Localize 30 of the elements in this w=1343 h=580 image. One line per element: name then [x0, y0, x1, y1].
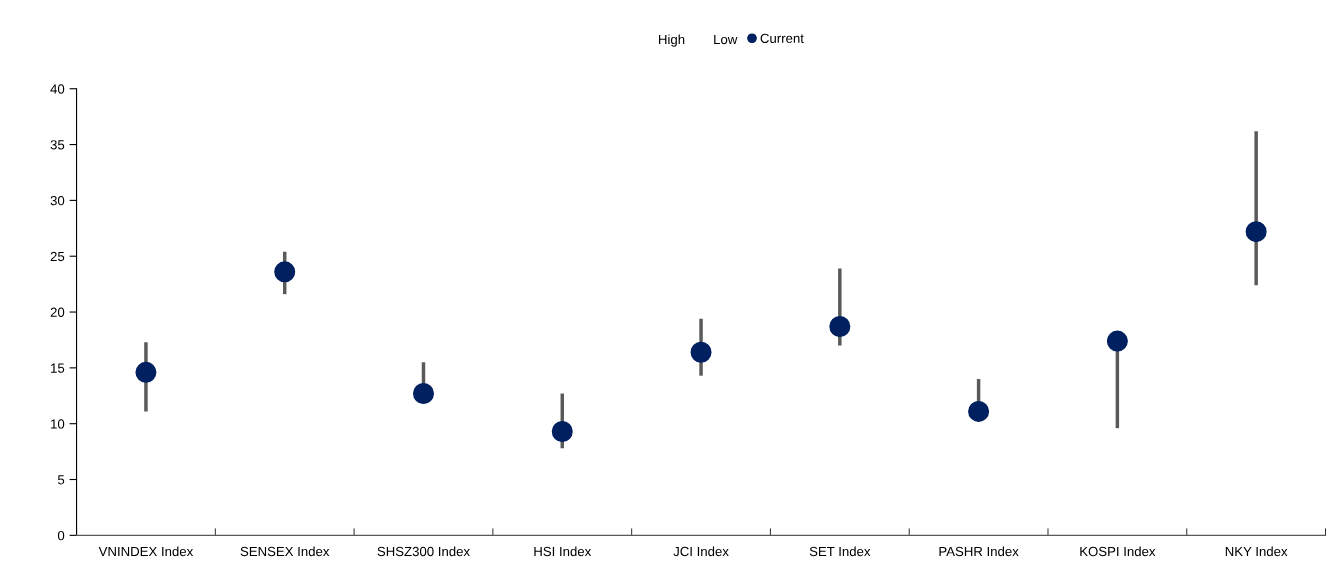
point	[1245, 221, 1267, 243]
x-tick-label: JCI Index	[673, 546, 729, 557]
point	[829, 316, 851, 338]
x-tick-label: HSI Index	[534, 546, 592, 557]
y-tick-label: 20	[50, 307, 65, 317]
point	[135, 361, 157, 383]
x-tick-label: SHSZ300 Index	[377, 546, 470, 557]
y-tick-label: 40	[50, 84, 65, 94]
point	[412, 383, 435, 405]
x-tick-label: PASHR Index	[939, 546, 1019, 557]
y-tick-label: 35	[50, 140, 65, 150]
point	[968, 400, 990, 422]
x-tick-label: NKY Index	[1225, 546, 1288, 557]
y-tick-label: 15	[51, 363, 65, 373]
point	[551, 420, 573, 443]
text: High	[659, 34, 685, 47]
y-tick-label: 30	[50, 195, 65, 206]
x-tick-label: SENSEX Index	[240, 546, 330, 557]
x-tick-label: VNINDEX Index	[98, 546, 194, 557]
y-tick-label: 10	[51, 419, 65, 429]
x-tick-label: KOSPI Index	[1080, 546, 1156, 557]
point	[690, 341, 712, 363]
y-tick-label: 5	[57, 475, 65, 485]
text: Low	[714, 34, 738, 45]
point	[274, 261, 296, 283]
y-tick-label: 25	[50, 251, 65, 262]
point	[1106, 330, 1128, 352]
y-tick-label: 0	[57, 530, 65, 541]
x-tick-label: SET Index	[809, 546, 871, 557]
legend-label: Current	[760, 33, 804, 43]
